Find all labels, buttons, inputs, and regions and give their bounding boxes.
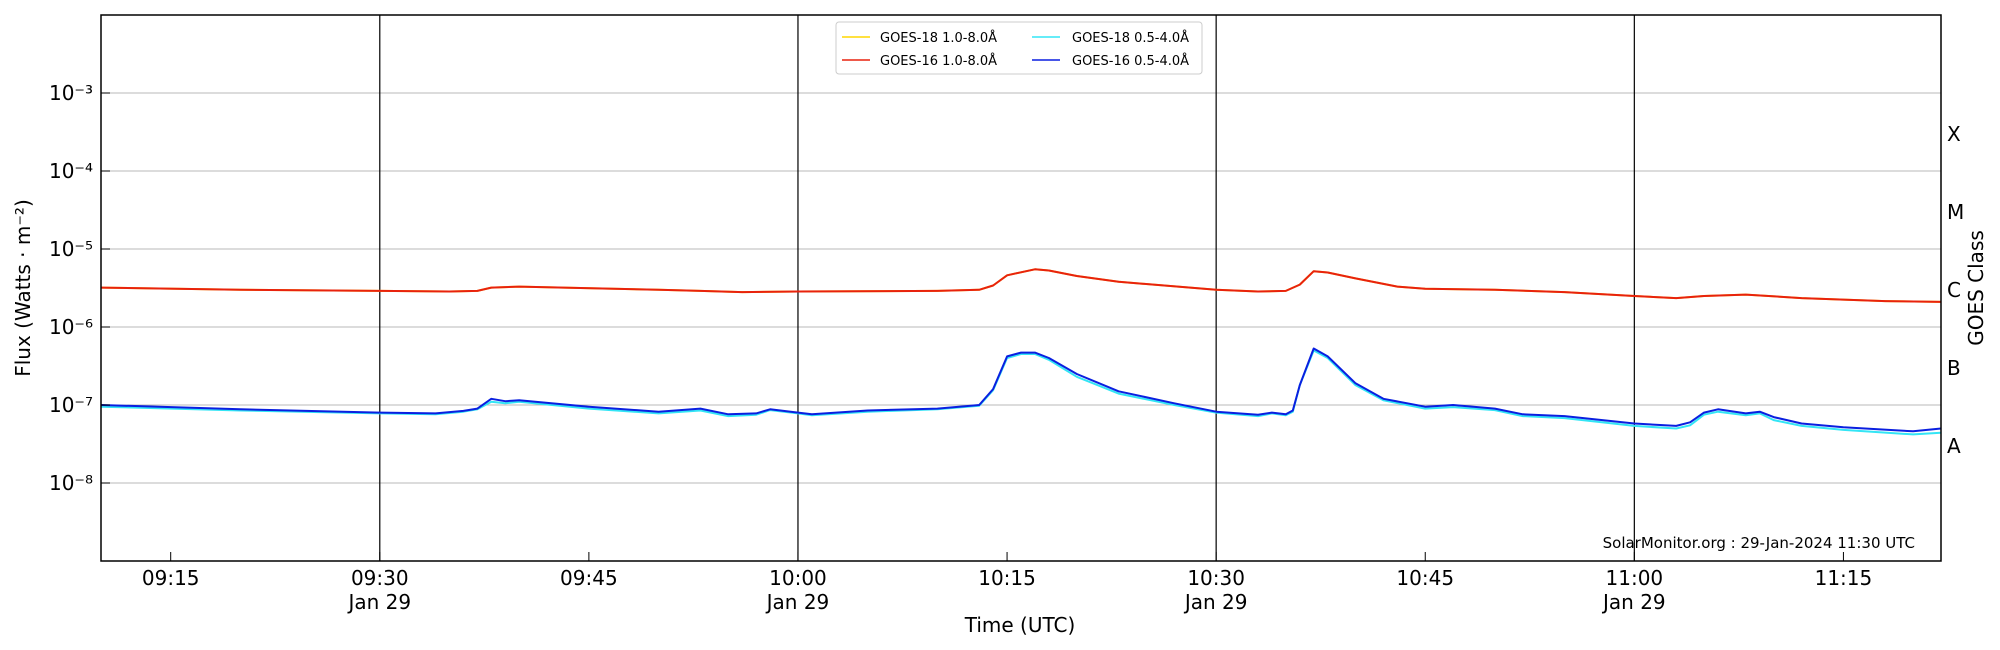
vertical-lines-layer [379, 15, 1635, 561]
goes-class-label: X [1947, 122, 1961, 146]
legend-box [835, 21, 1203, 75]
y-tick-label: 10⁻⁸ [49, 471, 93, 495]
goes-class-label: M [1947, 200, 1964, 224]
legend: GOES-18 1.0-8.0Å GOES-16 1.0-8.0Å GOES-1… [835, 21, 1203, 75]
x-tick-label: 10:00 [769, 566, 827, 590]
x-tick-label: 09:30 [351, 566, 409, 590]
y-tick-label: 10⁻⁷ [49, 393, 93, 417]
x-tick-label: 11:00 [1606, 566, 1664, 590]
x-tick-date-label: Jan 29 [1601, 590, 1666, 614]
legend-label-goes16-short: GOES-16 0.5-4.0Å [1072, 53, 1189, 69]
y-axis-ticks: 10⁻³ 10⁻⁴ 10⁻⁵ 10⁻⁶ 10⁻⁷ 10⁻⁸ [49, 81, 110, 495]
y-axis-label: Flux (Watts · m⁻²) [11, 199, 35, 377]
legend-label-goes18-long: GOES-18 1.0-8.0Å [880, 30, 997, 46]
goes-class-label: A [1947, 434, 1961, 458]
x-tick-label: 11:15 [1815, 566, 1873, 590]
x-tick-label: 10:15 [978, 566, 1036, 590]
goes-class-label: B [1947, 356, 1961, 380]
goes-class-labels: X M C B A [1947, 122, 1964, 458]
series-line-goes18-short [100, 349, 1942, 436]
x-tick-date-label: Jan 29 [346, 590, 411, 614]
series-line-goes16-long [100, 268, 1942, 303]
x-axis-label: Time (UTC) [964, 613, 1076, 637]
plot-frame [100, 14, 1942, 562]
series-line-goes16-short [100, 347, 1942, 433]
series-layer [100, 268, 1942, 436]
y-axis-right-label: GOES Class [1964, 230, 1988, 346]
x-tick-label: 10:30 [1187, 566, 1245, 590]
x-tick-date-label: Jan 29 [1183, 590, 1248, 614]
y-tick-label: 10⁻³ [49, 81, 93, 105]
legend-label-goes18-short: GOES-18 0.5-4.0Å [1072, 30, 1189, 46]
x-tick-date-label: Jan 29 [765, 590, 830, 614]
y-tick-label: 10⁻⁶ [49, 315, 93, 339]
source-annotation: SolarMonitor.org : 29-Jan-2024 11:30 UTC [1603, 534, 1915, 552]
x-tick-label: 09:45 [560, 566, 618, 590]
x-tick-label: 10:45 [1396, 566, 1454, 590]
y-tick-label: 10⁻⁵ [49, 237, 93, 261]
x-tick-label: 09:15 [142, 566, 200, 590]
y-tick-label: 10⁻⁴ [49, 159, 93, 183]
goes-class-label: C [1947, 278, 1961, 302]
legend-label-goes16-long: GOES-16 1.0-8.0Å [880, 53, 997, 69]
